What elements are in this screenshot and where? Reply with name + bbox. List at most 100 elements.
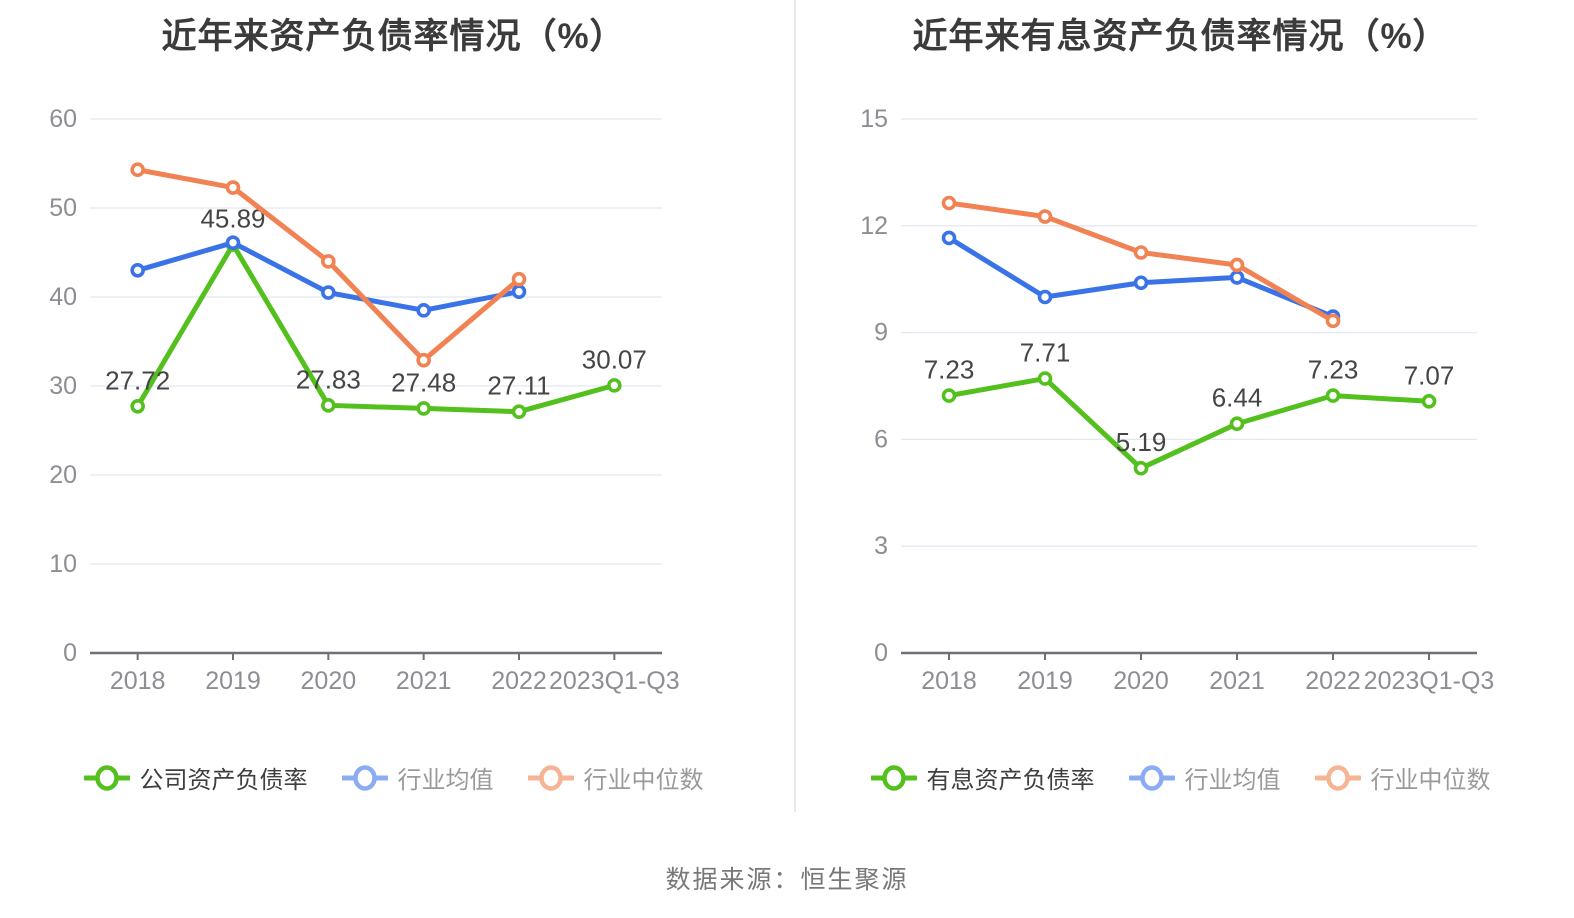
data-point-marker bbox=[1421, 394, 1437, 409]
data-point-marker bbox=[416, 352, 431, 368]
x-axis-tick-label: 2021 bbox=[1209, 667, 1265, 695]
chart-legend-interest-bearing: 有息资产负债率 行业均值 行业中位数 bbox=[787, 760, 1574, 795]
data-point-label: 7.23 bbox=[1308, 355, 1359, 385]
y-axis-tick-label: 6 bbox=[874, 425, 888, 453]
x-axis-tick-label: 2022 bbox=[1305, 667, 1361, 695]
data-point-marker bbox=[1229, 257, 1245, 273]
data-point-marker bbox=[1037, 289, 1053, 305]
legend-line-marker-icon bbox=[83, 764, 130, 791]
legend-item-series-2[interactable]: 行业中位数 bbox=[1314, 760, 1491, 795]
data-point-label: 27.83 bbox=[296, 364, 361, 394]
legend-item-label: 公司资产负债率 bbox=[139, 767, 308, 794]
data-point-marker bbox=[941, 388, 957, 403]
data-point-marker bbox=[1133, 245, 1149, 260]
data-point-marker bbox=[1133, 460, 1149, 476]
data-point-label: 7.23 bbox=[924, 355, 975, 385]
data-point-label: 27.48 bbox=[391, 367, 456, 397]
x-axis-tick-label: 2019 bbox=[1017, 667, 1073, 695]
legend-item-label: 行业均值 bbox=[1184, 767, 1281, 794]
data-point-marker bbox=[1325, 313, 1341, 329]
data-point-marker bbox=[130, 398, 145, 414]
series-line-有息资产负债率 bbox=[946, 376, 1432, 471]
legend-marker-circle bbox=[1139, 764, 1164, 791]
asset-liability-ratio-line-chart: 0 10 20 30 40 50 60 2018 2019 2020 2021 2022 2023Q1-… bbox=[49, 105, 680, 695]
legend-item-series-1[interactable]: 行业均值 bbox=[341, 760, 494, 795]
legend-line-marker-icon bbox=[1314, 764, 1361, 791]
data-point-marker bbox=[941, 195, 957, 211]
legend-item-label: 行业均值 bbox=[397, 767, 494, 794]
data-point-marker bbox=[511, 271, 527, 287]
data-point-marker bbox=[225, 235, 241, 251]
chart-legend-asset-liability: 公司资产负债率 行业均值 行业中位数 bbox=[0, 760, 787, 795]
data-point-label: 7.71 bbox=[1020, 338, 1071, 368]
data-point-marker bbox=[130, 262, 145, 278]
data-point-marker bbox=[416, 303, 431, 318]
y-axis-tick-label: 15 bbox=[860, 105, 888, 133]
legend-marker-circle bbox=[881, 764, 906, 791]
legend-marker-circle bbox=[352, 764, 377, 791]
y-axis-tick-label: 0 bbox=[874, 639, 888, 667]
x-axis-tick-label: 2023Q1-Q3 bbox=[1364, 667, 1495, 695]
data-point-marker bbox=[1037, 209, 1053, 224]
panel-divider bbox=[794, 0, 796, 812]
chart-title-interest-bearing: 近年来有息资产负债率情况（%） bbox=[912, 17, 1449, 56]
data-point-label: 27.72 bbox=[105, 365, 170, 395]
y-axis-tick-label: 12 bbox=[860, 212, 888, 240]
x-axis-tick-label: 2018 bbox=[921, 667, 977, 695]
x-axis-tick-label: 2022 bbox=[491, 667, 547, 695]
data-point-label: 7.07 bbox=[1404, 360, 1455, 390]
legend-marker-circle bbox=[94, 764, 119, 791]
interest-bearing-ratio-line-chart: 0 3 6 9 12 15 2018 2019 2020 2021 2022 2023Q1-Q3 7.2… bbox=[860, 105, 1495, 695]
y-axis-tick-label: 20 bbox=[49, 461, 77, 489]
data-point-label: 45.89 bbox=[200, 204, 265, 234]
data-point-marker bbox=[321, 254, 336, 269]
data-point-marker bbox=[511, 404, 527, 420]
data-point-label: 6.44 bbox=[1212, 383, 1263, 413]
y-axis-tick-label: 3 bbox=[874, 532, 888, 560]
y-axis-tick-label: 0 bbox=[63, 639, 77, 667]
legend-marker-circle bbox=[1325, 764, 1350, 791]
data-point-marker bbox=[941, 230, 957, 246]
data-point-marker bbox=[1325, 388, 1341, 403]
y-axis-tick-label: 60 bbox=[49, 105, 77, 133]
series-line-行业均值 bbox=[135, 240, 522, 313]
data-point-marker bbox=[1133, 275, 1149, 291]
x-axis-tick-label: 2020 bbox=[1113, 667, 1169, 695]
y-axis-tick-label: 40 bbox=[49, 283, 77, 311]
data-point-marker bbox=[225, 180, 241, 195]
series-line-行业中位数 bbox=[946, 200, 1336, 324]
legend-item-series-0[interactable]: 公司资产负债率 bbox=[83, 760, 308, 795]
x-axis-tick-label: 2019 bbox=[205, 667, 261, 695]
y-axis-tick-label: 30 bbox=[49, 372, 77, 400]
y-axis-tick-label: 9 bbox=[874, 319, 888, 347]
legend-line-marker-icon bbox=[527, 764, 574, 791]
chart-title-asset-liability: 近年来资产负债率情况（%） bbox=[161, 17, 626, 56]
legend-item-label: 行业中位数 bbox=[583, 767, 704, 794]
y-axis-tick-label: 10 bbox=[49, 550, 77, 578]
data-point-marker bbox=[130, 162, 145, 178]
legend-line-marker-icon bbox=[1128, 764, 1175, 791]
series-line-公司资产负债率 bbox=[135, 242, 617, 415]
legend-item-series-0[interactable]: 有息资产负债率 bbox=[870, 760, 1095, 795]
data-point-marker bbox=[511, 284, 527, 299]
data-point-marker bbox=[1229, 416, 1245, 432]
legend-line-marker-icon bbox=[870, 764, 917, 791]
legend-item-label: 有息资产负债率 bbox=[926, 767, 1095, 794]
x-axis-tick-label: 2018 bbox=[110, 667, 166, 695]
x-axis-tick-label: 2021 bbox=[396, 667, 452, 695]
legend-item-label: 行业中位数 bbox=[1370, 767, 1491, 794]
data-source-caption: 数据来源：恒生聚源 bbox=[665, 866, 909, 894]
data-point-label: 30.07 bbox=[582, 344, 647, 374]
data-point-label: 5.19 bbox=[1116, 427, 1167, 457]
chart-panel-asset-liability-ratio: 0 10 20 30 40 50 60 2018 2019 2020 2021 2022 2023Q1-… bbox=[0, 0, 787, 812]
data-point-marker bbox=[321, 285, 336, 300]
legend-marker-circle bbox=[538, 764, 563, 791]
data-point-marker bbox=[1037, 371, 1053, 386]
legend-item-series-2[interactable]: 行业中位数 bbox=[527, 760, 704, 795]
x-axis-tick-label: 2020 bbox=[301, 667, 357, 695]
data-point-marker bbox=[1229, 270, 1245, 285]
data-point-label: 27.11 bbox=[487, 371, 550, 401]
x-axis-tick-label: 2023Q1-Q3 bbox=[549, 667, 680, 695]
legend-item-series-1[interactable]: 行业均值 bbox=[1128, 760, 1281, 795]
